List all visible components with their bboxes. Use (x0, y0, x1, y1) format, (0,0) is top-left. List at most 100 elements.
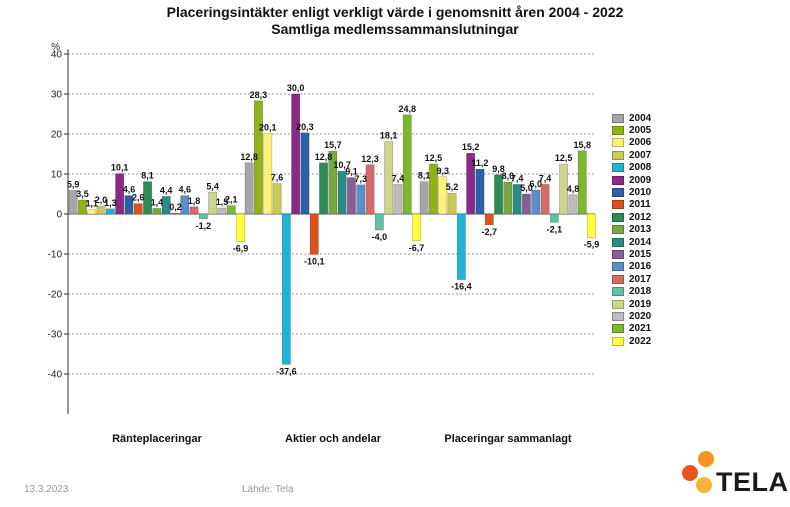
legend-item: 2004 (612, 112, 651, 124)
legend-swatch (612, 225, 624, 235)
bar (412, 213, 421, 242)
bar (208, 192, 218, 215)
bar (456, 213, 466, 280)
logo-text: TELA (716, 467, 789, 497)
legend-swatch (612, 212, 624, 222)
bar (300, 132, 310, 215)
legend-item: 2016 (612, 261, 651, 273)
legend-item: 2011 (612, 199, 651, 211)
data-label: 12,3 (361, 154, 379, 164)
data-label: 2,1 (225, 195, 238, 205)
legend-swatch (612, 262, 624, 272)
legend-swatch (612, 237, 624, 247)
data-label: 8,1 (418, 171, 431, 181)
bar (115, 173, 125, 215)
bar (124, 195, 134, 215)
legend-label: 2007 (629, 149, 652, 161)
bar (263, 133, 273, 215)
bar (217, 207, 227, 215)
category-labels: Ränteplaceringar Aktier och andelar Placer… (112, 433, 572, 445)
legend-item: 2021 (612, 323, 651, 335)
data-label: 10,1 (111, 163, 129, 173)
data-label: 7,4 (511, 173, 524, 183)
legend-label: 2014 (629, 236, 652, 248)
bar (484, 213, 494, 226)
legend-swatch (612, 138, 624, 148)
data-label: 4,4 (160, 185, 173, 195)
y-axis: 40 30 20 10 0 -10 -20 -30 -40% (48, 42, 69, 414)
legend-label: 2022 (629, 335, 652, 347)
data-label: 8,1 (141, 171, 154, 181)
bar (356, 184, 366, 215)
data-label: -6,7 (409, 243, 425, 253)
logo-mark-icon (682, 451, 714, 493)
legend-item: 2013 (612, 224, 651, 236)
footer-date: 13.3.2023 (24, 484, 69, 495)
category-label: Ränteplaceringar (112, 433, 203, 445)
legend-swatch (612, 324, 624, 334)
legend-swatch (612, 175, 624, 185)
data-label: -4,0 (372, 232, 388, 242)
data-label: 6,0 (529, 179, 542, 189)
data-label: 12,5 (555, 153, 573, 163)
legend-item: 2012 (612, 211, 651, 223)
data-label: 7,6 (271, 173, 284, 183)
bar (254, 100, 263, 215)
bar (419, 181, 429, 215)
bar (189, 206, 199, 215)
bar (494, 174, 503, 215)
category-label: Placeringar sammanlagt (444, 433, 572, 445)
legend-label: 2006 (629, 137, 652, 149)
legend-item: 2018 (612, 285, 651, 297)
data-label: -37,6 (276, 366, 297, 376)
data-label: 4,6 (123, 185, 136, 195)
bar (549, 213, 559, 223)
data-label: -10,1 (304, 256, 325, 266)
data-label: 12,5 (425, 153, 443, 163)
bar (429, 163, 438, 215)
data-label: 4,8 (567, 184, 580, 194)
bar (309, 213, 319, 255)
data-label: 5,0 (520, 183, 533, 193)
bar (244, 162, 254, 215)
bar (272, 183, 282, 215)
bar (68, 190, 78, 215)
bar (559, 163, 569, 215)
legend-label: 2016 (629, 261, 652, 273)
legend-swatch (612, 299, 624, 309)
y-tick-label: 20 (51, 130, 63, 141)
data-label: 1,3 (104, 198, 117, 208)
data-label: 9,8 (492, 164, 505, 174)
legend-item: 2006 (612, 137, 651, 149)
data-label: 30,0 (287, 83, 305, 93)
bar (475, 168, 485, 215)
bar (152, 208, 162, 215)
y-tick-label: -30 (48, 330, 63, 341)
bar (171, 212, 180, 215)
legend-item: 2019 (612, 298, 651, 310)
data-label: 1,4 (151, 197, 164, 207)
legend-label: 2010 (629, 187, 652, 199)
data-label: 24,8 (398, 104, 416, 114)
data-label: 0,2 (169, 202, 182, 212)
tela-logo: TELA (680, 447, 788, 499)
legend-label: 2021 (629, 323, 652, 335)
data-label: -2,1 (547, 224, 563, 234)
data-label: 2,0 (95, 195, 108, 205)
bar (503, 181, 513, 215)
legend-label: 2018 (629, 286, 652, 298)
bar (78, 199, 87, 215)
data-label: 5,9 (67, 179, 80, 189)
data-label: 9,1 (345, 167, 358, 177)
legend-label: 2004 (629, 112, 652, 124)
bar (319, 162, 328, 215)
bar (393, 184, 403, 215)
data-label: 5,2 (446, 182, 459, 192)
data-labels: 5,9 12,8 8,1 3,5 28,3 12,5 1,1 20,1 9,3 2,0 7,6 5,2… (67, 83, 599, 376)
bars (68, 93, 596, 365)
data-label: 12,8 (240, 152, 258, 162)
data-label: 11,2 (471, 158, 488, 168)
legend-label: 2012 (629, 211, 652, 223)
bar (587, 213, 596, 238)
bar (540, 184, 550, 215)
